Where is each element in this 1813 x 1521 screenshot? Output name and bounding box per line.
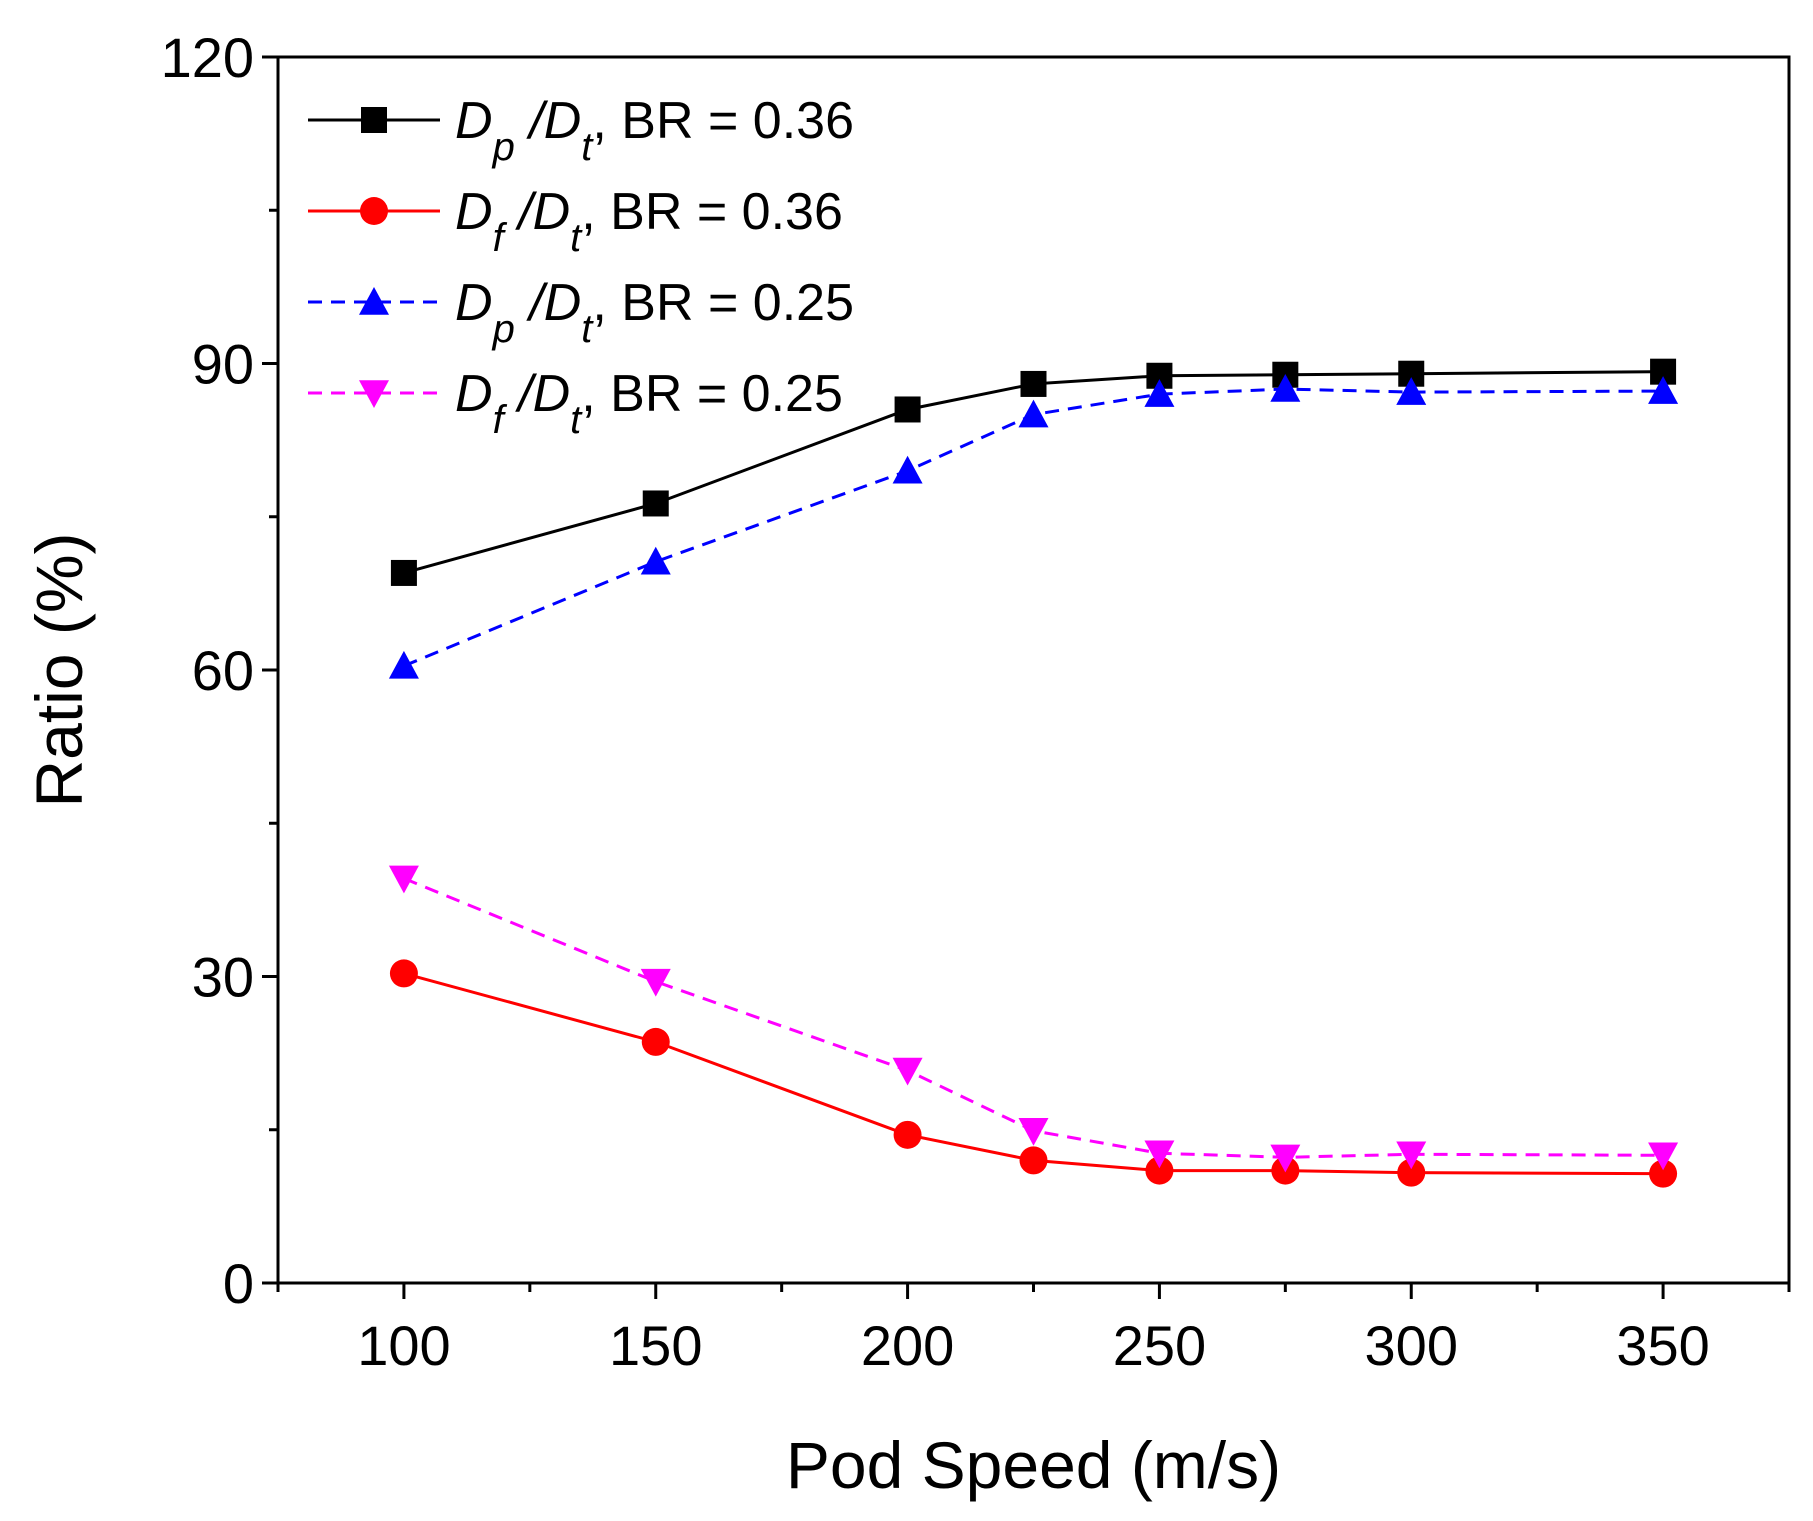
y-tick-label: 30 — [192, 946, 254, 1009]
data-point — [1396, 377, 1427, 405]
legend-label-part: t — [570, 216, 583, 260]
x-tick-label: 200 — [861, 1314, 954, 1377]
series-1 — [390, 358, 1677, 586]
y-tick-label: 120 — [161, 26, 254, 89]
data-point — [892, 1057, 923, 1086]
legend-label-part: , BR = 0.36 — [592, 92, 854, 150]
legend-label-part: D — [455, 365, 493, 423]
legend-label-part: D — [455, 183, 493, 241]
legend-marker — [359, 380, 389, 408]
legend-label-part: /D — [504, 365, 570, 423]
data-point — [388, 650, 419, 679]
legend-label: Df /Dt, BR = 0.25 — [455, 365, 843, 442]
data-point — [892, 455, 923, 484]
legend-label: Df /Dt, BR = 0.36 — [455, 183, 843, 260]
data-point — [1018, 1118, 1049, 1146]
legend-label-part: t — [581, 307, 594, 351]
data-point — [1018, 399, 1049, 428]
legend-entry-1: Dp /Dt, BR = 0.36 — [308, 92, 854, 169]
data-point — [389, 959, 418, 988]
data-point — [1396, 1141, 1427, 1170]
data-point — [1270, 374, 1301, 402]
y-tick-label: 90 — [192, 333, 254, 396]
data-point — [642, 490, 669, 517]
legend-label-part: /D — [515, 92, 581, 150]
y-axis-title: Ratio (%) — [22, 532, 96, 807]
legend-label-part: D — [455, 274, 493, 332]
series-line — [403, 387, 1664, 668]
data-point — [1144, 1140, 1175, 1169]
legend-entry-2: Df /Dt, BR = 0.36 — [308, 183, 843, 260]
legend-label-part: /D — [515, 274, 581, 332]
legend-label-part: p — [492, 307, 515, 351]
series-line — [403, 370, 1664, 575]
series-line — [403, 971, 1664, 1176]
data-point — [1648, 376, 1679, 404]
data-point — [1649, 1159, 1678, 1188]
x-tick-label: 350 — [1616, 1314, 1709, 1377]
data-point — [640, 546, 671, 575]
legend-entry-4: Df /Dt, BR = 0.25 — [308, 365, 843, 442]
x-tick-label: 250 — [1113, 1314, 1206, 1377]
y-tick-label: 60 — [192, 639, 254, 702]
data-point — [894, 396, 921, 423]
x-tick-label: 100 — [357, 1314, 450, 1377]
x-tick-label: 300 — [1365, 1314, 1458, 1377]
legend-label: Dp /Dt, BR = 0.25 — [455, 274, 854, 351]
data-point — [388, 865, 419, 894]
legend-label-part: p — [492, 125, 515, 169]
legend-label-part: /D — [504, 183, 570, 241]
y-tick-label: 0 — [223, 1252, 254, 1315]
data-point — [1270, 1144, 1301, 1173]
data-point — [641, 1027, 670, 1056]
data-point — [640, 968, 671, 997]
legend-marker — [360, 197, 388, 225]
legend-label-part: t — [570, 398, 583, 442]
legend-label-part: t — [581, 125, 594, 169]
data-point — [1144, 379, 1175, 407]
axes: 100 150 200 250 300 350 0 30 60 90 120 — [161, 26, 1791, 1377]
data-point — [893, 1120, 922, 1149]
series-line — [403, 877, 1664, 1159]
data-point — [390, 559, 417, 586]
legend-marker — [359, 287, 389, 315]
series-3 — [388, 374, 1679, 679]
data-point — [1397, 1158, 1426, 1187]
x-axis-title: Pod Speed (m/s) — [786, 1428, 1281, 1502]
series-layer — [388, 358, 1679, 1188]
legend-label-part: D — [455, 92, 493, 150]
series-4 — [388, 865, 1679, 1173]
legend-label-part: , BR = 0.25 — [581, 365, 843, 423]
data-point — [1648, 1142, 1679, 1171]
legend-marker — [361, 107, 387, 133]
legend-label-part: , BR = 0.36 — [581, 183, 843, 241]
data-point — [1145, 1156, 1174, 1185]
legend-label: Dp /Dt, BR = 0.36 — [455, 92, 854, 169]
data-point — [1020, 370, 1047, 397]
series-2 — [389, 959, 1678, 1188]
legend-entry-3: Dp /Dt, BR = 0.25 — [308, 274, 854, 351]
data-point — [1019, 1146, 1048, 1175]
legend-label-part: , BR = 0.25 — [592, 274, 854, 332]
x-tick-label: 150 — [609, 1314, 702, 1377]
